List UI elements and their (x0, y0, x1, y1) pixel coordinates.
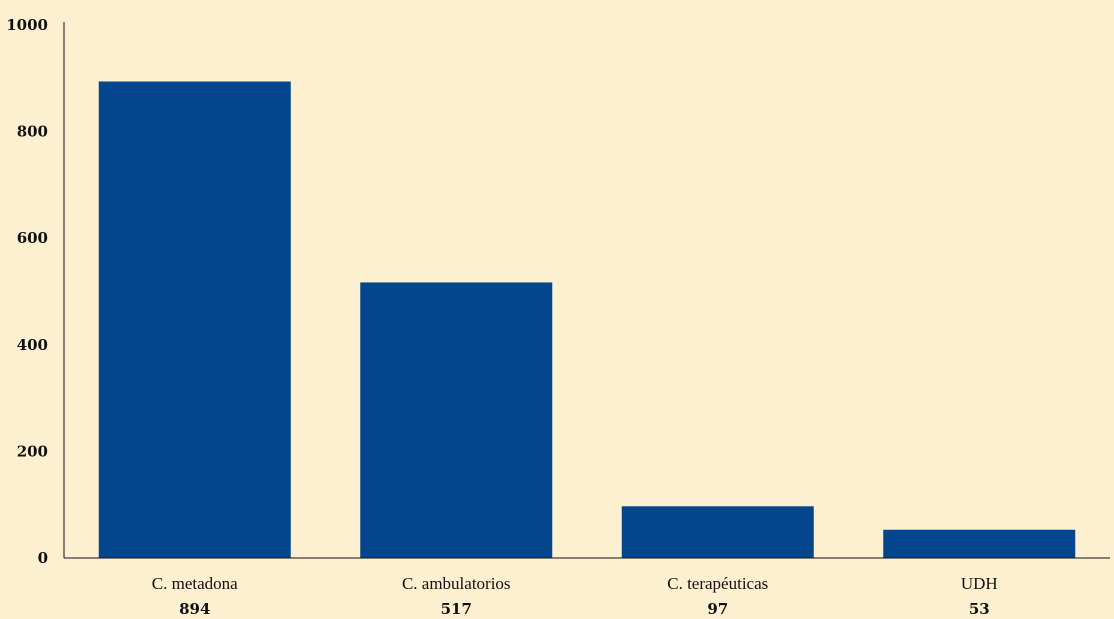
bar-1 (98, 81, 291, 559)
value-label: 517 (441, 600, 472, 618)
value-label: 53 (969, 600, 990, 618)
bar-4 (883, 529, 1076, 558)
category-labels-layer: C. metadona 894 C. ambulatorios 517 C. terap… (152, 574, 998, 618)
y-tick-label: 600 (17, 229, 48, 247)
category-label: C. metadona (152, 574, 238, 593)
category-label: C. terapéuticas (667, 574, 768, 593)
bar-2 (360, 282, 553, 558)
category-label: UDH (961, 574, 998, 593)
value-label: 894 (179, 600, 210, 618)
bars-layer (98, 81, 1076, 559)
category-label: C. ambulatorios (402, 574, 511, 593)
y-ticks-layer: 0 200 400 600 800 1000 (6, 16, 48, 567)
y-tick-label: 1000 (6, 16, 48, 34)
y-tick-label: 400 (17, 336, 48, 354)
y-tick-label: 800 (17, 123, 48, 141)
bar-3 (621, 506, 814, 558)
y-tick-label: 200 (17, 442, 48, 460)
value-label: 97 (707, 600, 728, 618)
y-tick-label: 0 (38, 549, 48, 567)
